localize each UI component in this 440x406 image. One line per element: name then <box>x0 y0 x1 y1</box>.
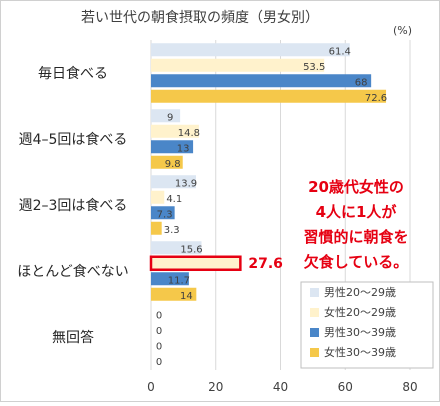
value-label: 68 <box>355 77 368 88</box>
value-label: 9.8 <box>165 159 181 170</box>
legend-swatch <box>310 328 319 337</box>
legend-swatch <box>310 288 319 297</box>
bar-0-3 <box>151 89 387 103</box>
bar-1-1 <box>151 124 199 138</box>
value-label: 14.8 <box>178 128 200 139</box>
category-label: 無回答 <box>52 329 94 346</box>
legend-label: 女性30～39歳 <box>324 345 396 359</box>
category-label: 週2–3回は食べる <box>19 197 128 214</box>
bar-2-0 <box>151 175 197 189</box>
category-label: 週4–5回は食べる <box>19 131 128 148</box>
x-tick-label: 80 <box>402 380 417 394</box>
legend-box <box>300 281 434 369</box>
annotation-line: 習慣的に朝食を <box>303 228 408 246</box>
value-label: 27.6 <box>248 256 283 272</box>
value-label: 13 <box>177 143 190 154</box>
category-label: ほとんど食べない <box>17 263 129 280</box>
bar-2-2 <box>151 206 175 220</box>
value-label: 61.4 <box>329 46 351 57</box>
value-label: 13.9 <box>175 178 197 189</box>
chart-title: 若い世代の朝食摂取の頻度（男女別） <box>81 9 319 26</box>
bar-0-2 <box>151 74 372 88</box>
value-label: 15.6 <box>180 244 202 255</box>
annotation-line: 欠食している。 <box>304 253 409 271</box>
value-labels-layer: 61.4 53.5 68 72.6 9 14.8 13 9.8 13.9 4.1 7.3 3.315.… <box>156 46 387 368</box>
value-label: 0 <box>156 326 162 337</box>
bar-2-3 <box>151 221 162 235</box>
annotation-line: 20歳代女性の <box>308 178 404 196</box>
annotation-line: 4人に1人が <box>316 203 398 221</box>
bar-3-3 <box>151 287 197 301</box>
value-label: 4.1 <box>166 194 182 205</box>
x-tick-label: 0 <box>147 380 155 394</box>
value-label: 0 <box>156 341 162 352</box>
value-label: 14 <box>180 291 193 302</box>
value-label: 7.3 <box>157 209 173 220</box>
value-label: 0 <box>156 357 162 368</box>
x-tick-label: 40 <box>273 380 288 394</box>
value-label: 0 <box>156 310 162 321</box>
bar-2-1 <box>151 190 165 204</box>
x-tick-label: 20 <box>208 380 223 394</box>
bar-3-0 <box>151 241 202 255</box>
value-label: 9 <box>167 112 173 123</box>
category-label: 毎日食べる <box>38 65 108 82</box>
value-label: 3.3 <box>164 225 180 236</box>
bar-0-1 <box>151 58 325 72</box>
legend-label: 女性20～29歳 <box>324 305 396 319</box>
bars-layer <box>149 43 387 301</box>
value-label: 53.5 <box>303 62 325 73</box>
legend-label: 男性30～39歳 <box>324 325 396 339</box>
bar-3-2 <box>151 272 189 286</box>
unit-label: (%) <box>393 24 412 37</box>
legend-swatch <box>310 348 319 357</box>
value-label: 11.7 <box>168 275 190 286</box>
bar-1-0 <box>151 109 181 123</box>
x-tick-label: 60 <box>338 380 353 394</box>
bar-3-1 <box>149 255 242 271</box>
bar-1-2 <box>151 140 194 154</box>
legend-swatch <box>310 308 319 317</box>
bar-1-3 <box>151 155 183 169</box>
x-tick-labels-layer: 0 20 40 60 80 <box>147 380 417 394</box>
bar-0-0 <box>151 43 350 57</box>
legend-label: 男性20～29歳 <box>324 285 396 299</box>
value-label: 72.6 <box>365 93 387 104</box>
